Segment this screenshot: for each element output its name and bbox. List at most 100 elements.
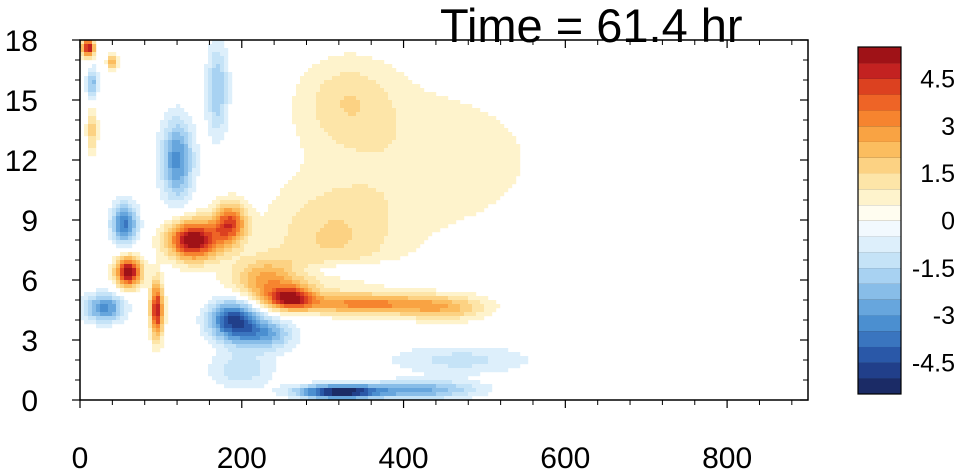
heatmap-cell (380, 196, 385, 201)
heatmap-cell (488, 196, 493, 201)
heatmap-cell (368, 212, 373, 217)
heatmap-cell (304, 280, 309, 285)
heatmap-cell (192, 136, 197, 141)
heatmap-cell (216, 232, 221, 237)
heatmap-cell (380, 288, 385, 293)
heatmap-cell (308, 172, 313, 177)
heatmap-cell (476, 388, 481, 393)
heatmap-cell (236, 272, 241, 277)
heatmap-cell (292, 288, 297, 293)
heatmap-cell (304, 240, 309, 245)
heatmap-cell (328, 244, 333, 249)
heatmap-cell (436, 300, 441, 305)
heatmap-cell (200, 232, 205, 237)
heatmap-cell (436, 216, 441, 221)
heatmap-cell (456, 196, 461, 201)
heatmap-cell (228, 340, 233, 345)
heatmap-cell (444, 180, 449, 185)
heatmap-cell (104, 316, 109, 321)
heatmap-cell (304, 284, 309, 289)
heatmap-cell (192, 180, 197, 185)
heatmap-cell (132, 236, 137, 241)
heatmap-cell (208, 216, 213, 221)
heatmap-cell (212, 104, 217, 109)
heatmap-cell (340, 100, 345, 105)
heatmap-cell (376, 196, 381, 201)
heatmap-cell (88, 116, 93, 121)
heatmap-cell (332, 124, 337, 129)
heatmap-cell (452, 160, 457, 165)
heatmap-cell (436, 316, 441, 321)
heatmap-cell (392, 72, 397, 77)
heatmap-cell (320, 244, 325, 249)
heatmap-cell (324, 80, 329, 85)
heatmap-cell (196, 172, 201, 177)
heatmap-cell (464, 196, 469, 201)
heatmap-cell (364, 72, 369, 77)
heatmap-cell (204, 332, 209, 337)
heatmap-cell (88, 72, 93, 77)
heatmap-cell (368, 308, 373, 313)
heatmap-cell (392, 116, 397, 121)
heatmap-cell (432, 140, 437, 145)
heatmap-cell (272, 236, 277, 241)
heatmap-cell (380, 100, 385, 105)
heatmap-cell (304, 180, 309, 185)
heatmap-cell (448, 304, 453, 309)
heatmap-cell (412, 180, 417, 185)
heatmap-cell (488, 136, 493, 141)
heatmap-cell (156, 136, 161, 141)
heatmap-cell (88, 40, 93, 45)
heatmap-cell (352, 128, 357, 133)
heatmap-cell (352, 204, 357, 209)
heatmap-cell (256, 340, 261, 345)
heatmap-cell (316, 284, 321, 289)
heatmap-cell (296, 184, 301, 189)
heatmap-cell (304, 200, 309, 205)
heatmap-cell (220, 40, 225, 45)
heatmap-cell (316, 220, 321, 225)
heatmap-cell (228, 200, 233, 205)
heatmap-cell (360, 228, 365, 233)
heatmap-cell (292, 308, 297, 313)
heatmap-cell (108, 208, 113, 213)
heatmap-cell (480, 156, 485, 161)
heatmap-cell (236, 288, 241, 293)
heatmap-cell (232, 236, 237, 241)
heatmap-cell (392, 232, 397, 237)
heatmap-cell (180, 140, 185, 145)
heatmap-cell (404, 220, 409, 225)
heatmap-cell (476, 108, 481, 113)
heatmap-cell (128, 280, 133, 285)
heatmap-cell (216, 240, 221, 245)
heatmap-cell (464, 148, 469, 153)
heatmap-cell (416, 232, 421, 237)
heatmap-cell (276, 280, 281, 285)
heatmap-cell (248, 372, 253, 377)
heatmap-cell (224, 104, 229, 109)
heatmap-cell (224, 328, 229, 333)
heatmap-cell (496, 364, 501, 369)
heatmap-cell (160, 312, 165, 317)
heatmap-cell (488, 356, 493, 361)
heatmap-cell (376, 164, 381, 169)
heatmap-cell (428, 348, 433, 353)
heatmap-cell (308, 288, 313, 293)
heatmap-cell (388, 128, 393, 133)
heatmap-cell (328, 200, 333, 205)
heatmap-cell (340, 128, 345, 133)
heatmap-cell (132, 212, 137, 217)
heatmap-cell (376, 312, 381, 317)
heatmap-cell (352, 160, 357, 165)
heatmap-cell (232, 256, 237, 261)
heatmap-cell (340, 216, 345, 221)
heatmap-cell (340, 232, 345, 237)
heatmap-cell (220, 44, 225, 49)
heatmap-cell (340, 132, 345, 137)
heatmap-cell (444, 116, 449, 121)
heatmap-cell (140, 272, 145, 277)
heatmap-cell (412, 148, 417, 153)
heatmap-cell (364, 88, 369, 93)
heatmap-cell (220, 280, 225, 285)
heatmap-cell (416, 120, 421, 125)
